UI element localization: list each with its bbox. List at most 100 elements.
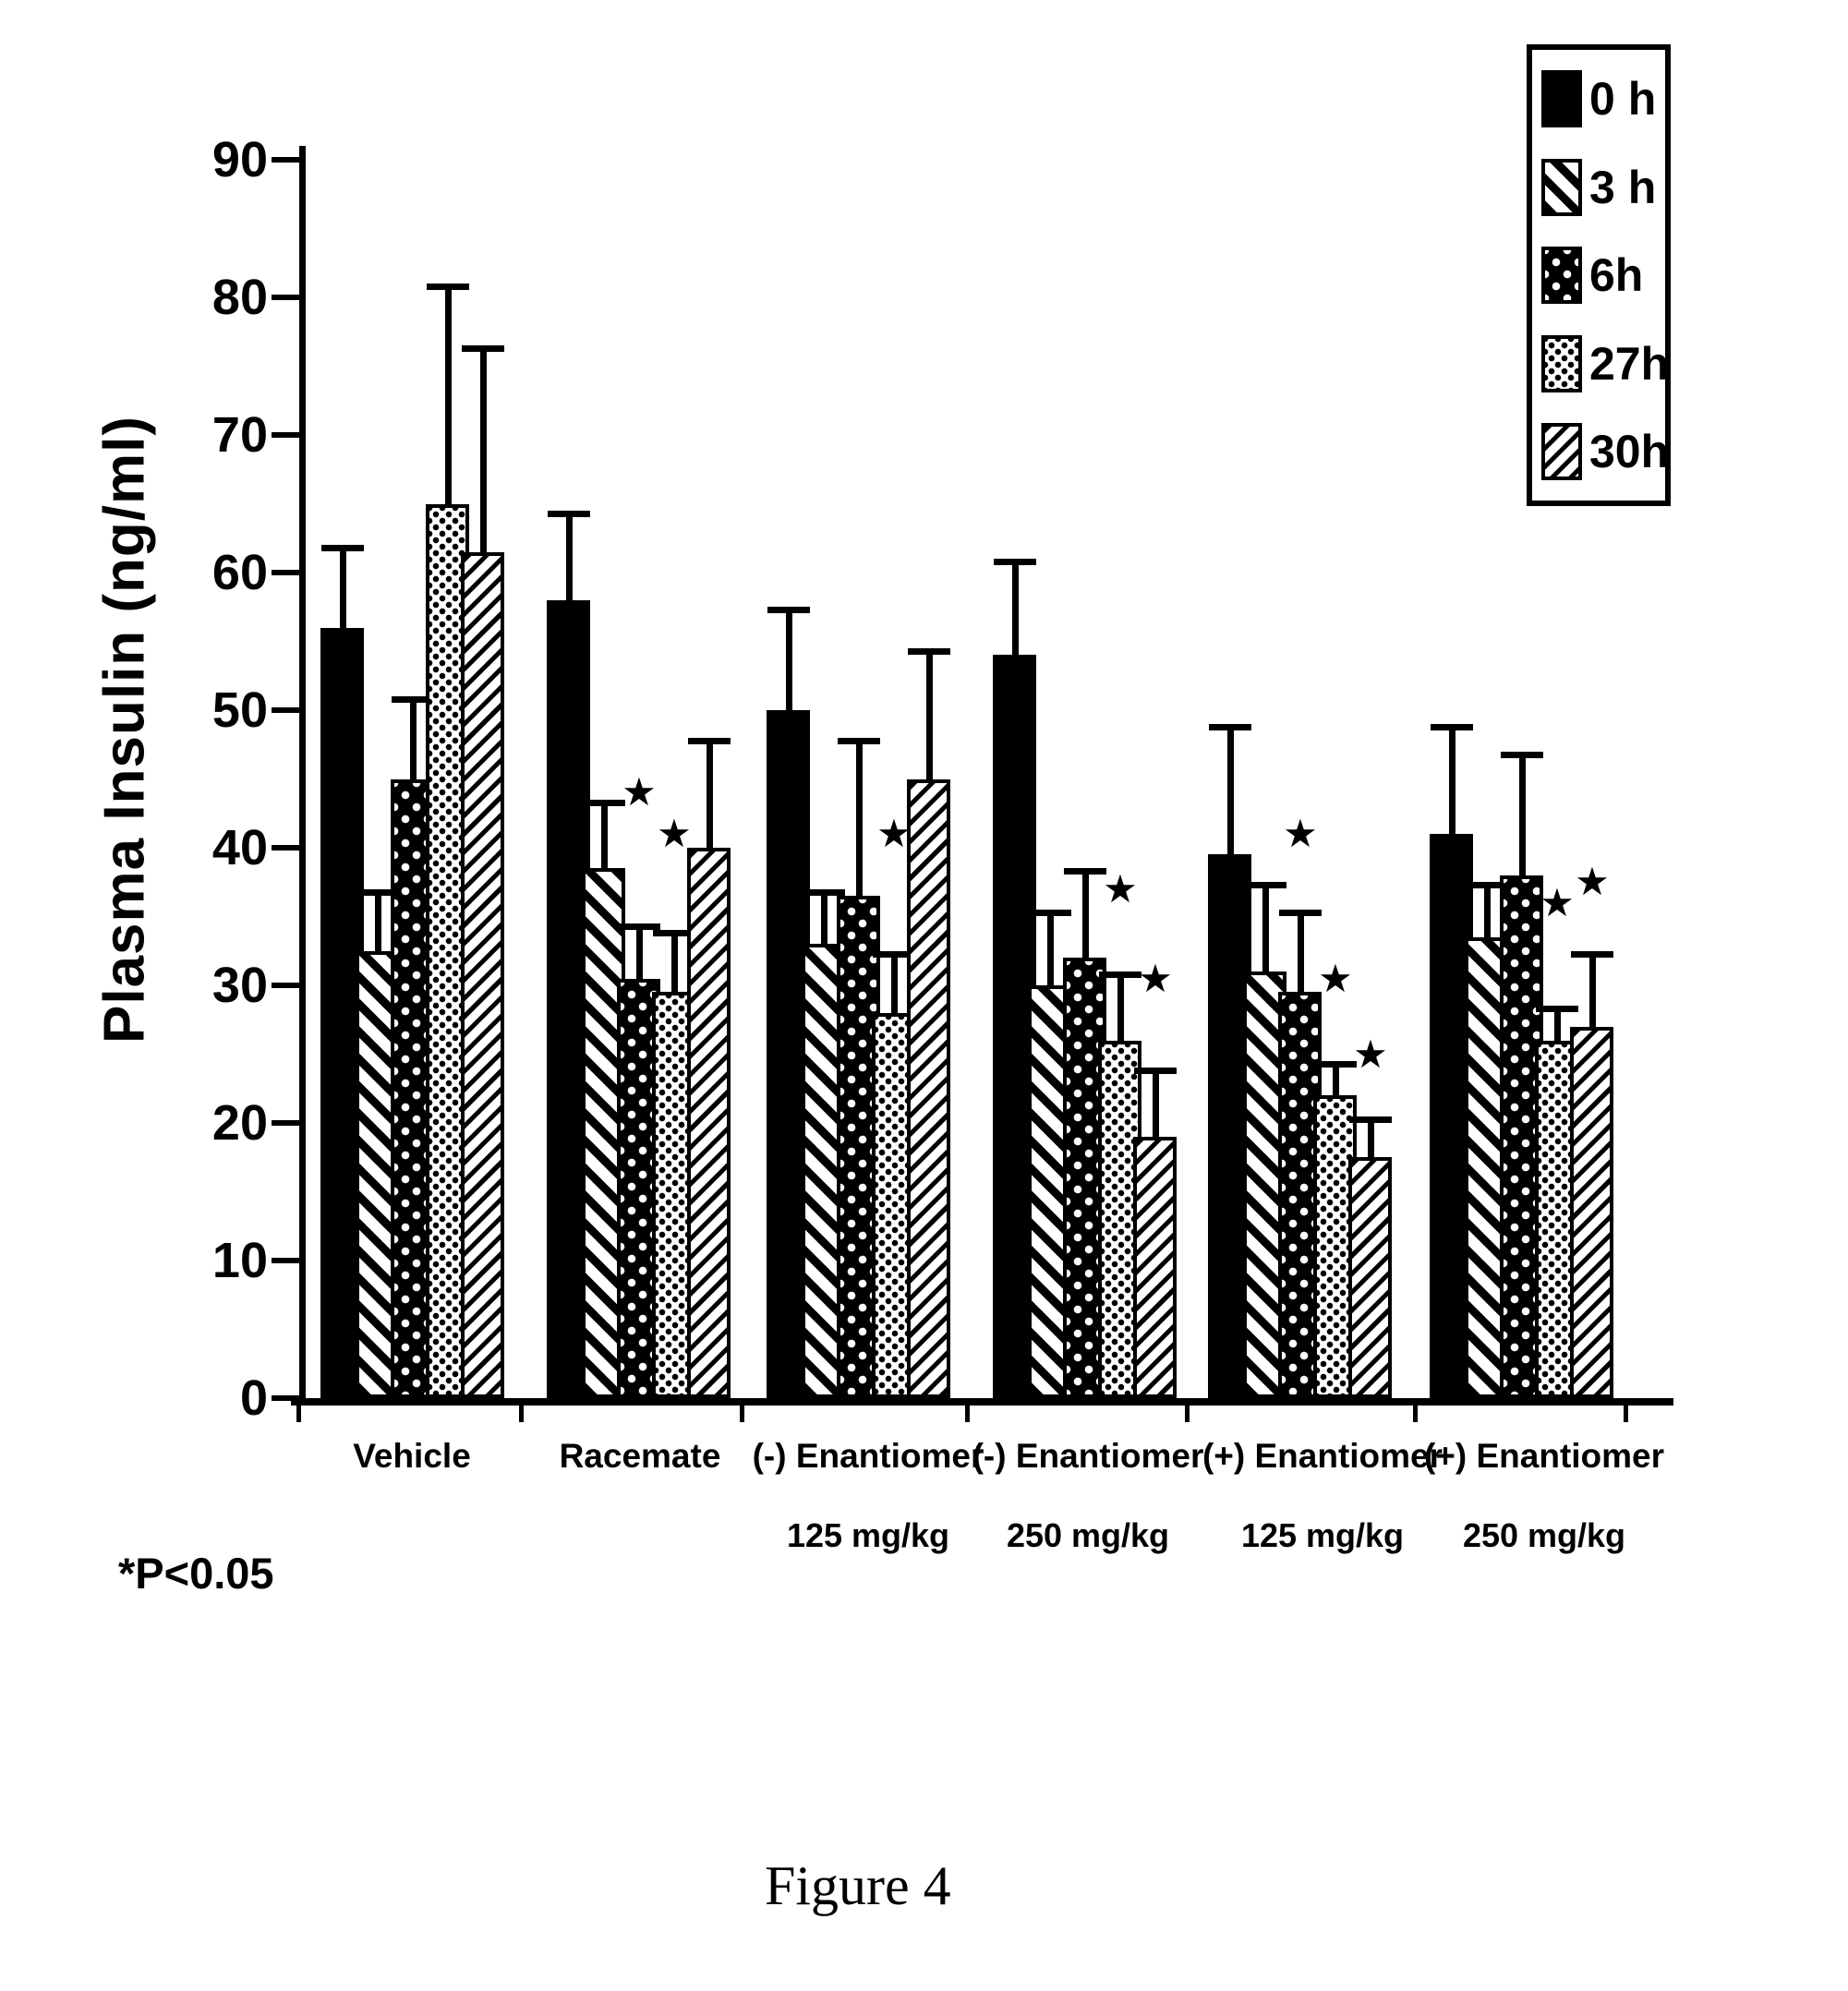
- y-tick-label: 10: [211, 1233, 268, 1288]
- error-bar-line: [566, 511, 573, 600]
- legend-swatch-black-dots-on-white: [1541, 334, 1582, 392]
- legend-label: 30h: [1589, 426, 1670, 477]
- error-bar-cap: [1099, 971, 1141, 978]
- error-bar-line: [671, 930, 678, 992]
- y-tick-mark: [272, 707, 299, 713]
- x-tick-mark: [1185, 1402, 1190, 1422]
- significance-star-icon: ★: [622, 770, 657, 814]
- error-bar-line: [1333, 1061, 1339, 1095]
- error-bar-cap: [462, 345, 504, 352]
- error-bar-cap: [1064, 868, 1106, 875]
- error-bar-line: [340, 545, 346, 628]
- error-bar-line: [480, 345, 487, 552]
- category-label: (-) Enantiomer: [972, 1437, 1204, 1475]
- error-bar-cap: [1209, 724, 1251, 730]
- bar-30h-3: [907, 779, 950, 1398]
- error-bar-cap: [994, 559, 1036, 565]
- bar-30h-5: [1348, 1157, 1392, 1398]
- legend-swatch-fine-diagonal-hatch: [1541, 423, 1582, 480]
- category-label: (+) Enantiomer: [1202, 1437, 1443, 1475]
- bar-30h-2: [687, 848, 731, 1398]
- x-tick-mark: [1413, 1402, 1418, 1422]
- legend-swatch-solid-black: [1541, 70, 1582, 127]
- significance-star-icon: ★: [876, 812, 912, 855]
- significance-star-icon: ★: [1540, 881, 1575, 924]
- error-bar-cap: [653, 930, 695, 936]
- bar-6h-1: [391, 779, 434, 1398]
- error-bar-cap: [321, 545, 364, 551]
- y-tick-mark: [272, 295, 299, 300]
- error-bar-cap: [618, 923, 660, 930]
- error-bar-line: [1012, 559, 1019, 655]
- legend-item: 27h: [1541, 334, 1669, 392]
- y-tick-label: 80: [211, 270, 268, 325]
- significance-star-icon: ★: [1283, 812, 1318, 855]
- y-tick-label: 30: [211, 958, 268, 1013]
- y-tick-label: 60: [211, 545, 268, 600]
- x-tick-mark: [519, 1402, 524, 1422]
- error-bar-cap: [1314, 1061, 1357, 1068]
- y-tick-label: 90: [211, 132, 268, 187]
- error-bar-cap: [1349, 1116, 1392, 1123]
- y-tick-mark: [272, 983, 299, 988]
- error-bar-line: [891, 951, 898, 1013]
- legend-label: 0 h: [1589, 73, 1657, 125]
- category-dose-label: 125 mg/kg: [786, 1516, 950, 1554]
- legend-box: 0 h 3 h 6h 27h 30h: [1527, 44, 1671, 506]
- bar-6h-3: [837, 896, 880, 1398]
- x-axis-line: [291, 1398, 1673, 1406]
- error-bar-line: [1554, 1006, 1561, 1041]
- error-bar-cap: [838, 738, 880, 744]
- error-bar-line: [445, 284, 452, 504]
- y-tick-mark: [272, 1120, 299, 1126]
- error-bar-cap: [392, 696, 434, 703]
- error-bar-cap: [803, 889, 845, 896]
- error-bar-line: [856, 738, 863, 896]
- error-bar-cap: [1466, 882, 1508, 888]
- legend-label: 3 h: [1589, 161, 1657, 213]
- error-bar-cap: [356, 889, 399, 896]
- error-bar-line: [1117, 971, 1124, 1041]
- error-bar-cap: [908, 648, 950, 655]
- category-label: Racemate: [559, 1437, 721, 1475]
- y-tick-mark: [272, 570, 299, 575]
- significance-star-icon: ★: [1103, 867, 1138, 911]
- error-bar-line: [1227, 724, 1234, 854]
- error-bar-line: [1484, 882, 1491, 937]
- x-tick-mark: [296, 1402, 301, 1422]
- error-bar-line: [821, 889, 827, 944]
- y-tick-mark: [272, 432, 299, 438]
- significance-star-icon: ★: [657, 812, 692, 855]
- significance-star-icon: ★: [1318, 957, 1353, 1000]
- bar-27h-5: [1313, 1095, 1357, 1398]
- error-bar-line: [1519, 752, 1526, 875]
- y-tick-label: 0: [239, 1370, 268, 1426]
- error-bar-line: [1368, 1116, 1374, 1157]
- error-bar-line: [601, 800, 608, 868]
- legend-swatch-white-dots-on-black: [1541, 247, 1582, 304]
- category-label: Vehicle: [353, 1437, 471, 1475]
- bar-6h-6: [1500, 875, 1543, 1398]
- error-bar-cap: [548, 511, 590, 517]
- error-bar-cap: [427, 284, 469, 290]
- error-bar-line: [1153, 1068, 1159, 1137]
- error-bar-line: [1262, 882, 1269, 971]
- error-bar-cap: [1501, 752, 1543, 758]
- error-bar-cap: [688, 738, 731, 744]
- error-bar-line: [1047, 910, 1054, 985]
- error-bar-line: [707, 738, 713, 848]
- legend-item: 3 h: [1541, 158, 1660, 216]
- error-bar-line: [1082, 868, 1089, 958]
- x-tick-mark: [1624, 1402, 1628, 1422]
- significance-star-icon: ★: [1353, 1032, 1388, 1076]
- y-tick-mark: [272, 1258, 299, 1263]
- plasma-insulin-bar-chart: Plasma Insulin (ng/ml) 0 10 20 30 40 50 60 70 80…: [93, 44, 1673, 1554]
- legend-swatch-wide-diagonal-hatch: [1541, 158, 1582, 216]
- error-bar-cap: [1279, 910, 1322, 916]
- bar-30h-6: [1570, 1027, 1613, 1398]
- y-tick-label: 20: [211, 1095, 268, 1151]
- y-tick-mark: [272, 845, 299, 851]
- category-dose-label: 250 mg/kg: [1462, 1516, 1626, 1554]
- bar-30h-1: [461, 552, 504, 1398]
- y-tick-label: 40: [211, 820, 268, 875]
